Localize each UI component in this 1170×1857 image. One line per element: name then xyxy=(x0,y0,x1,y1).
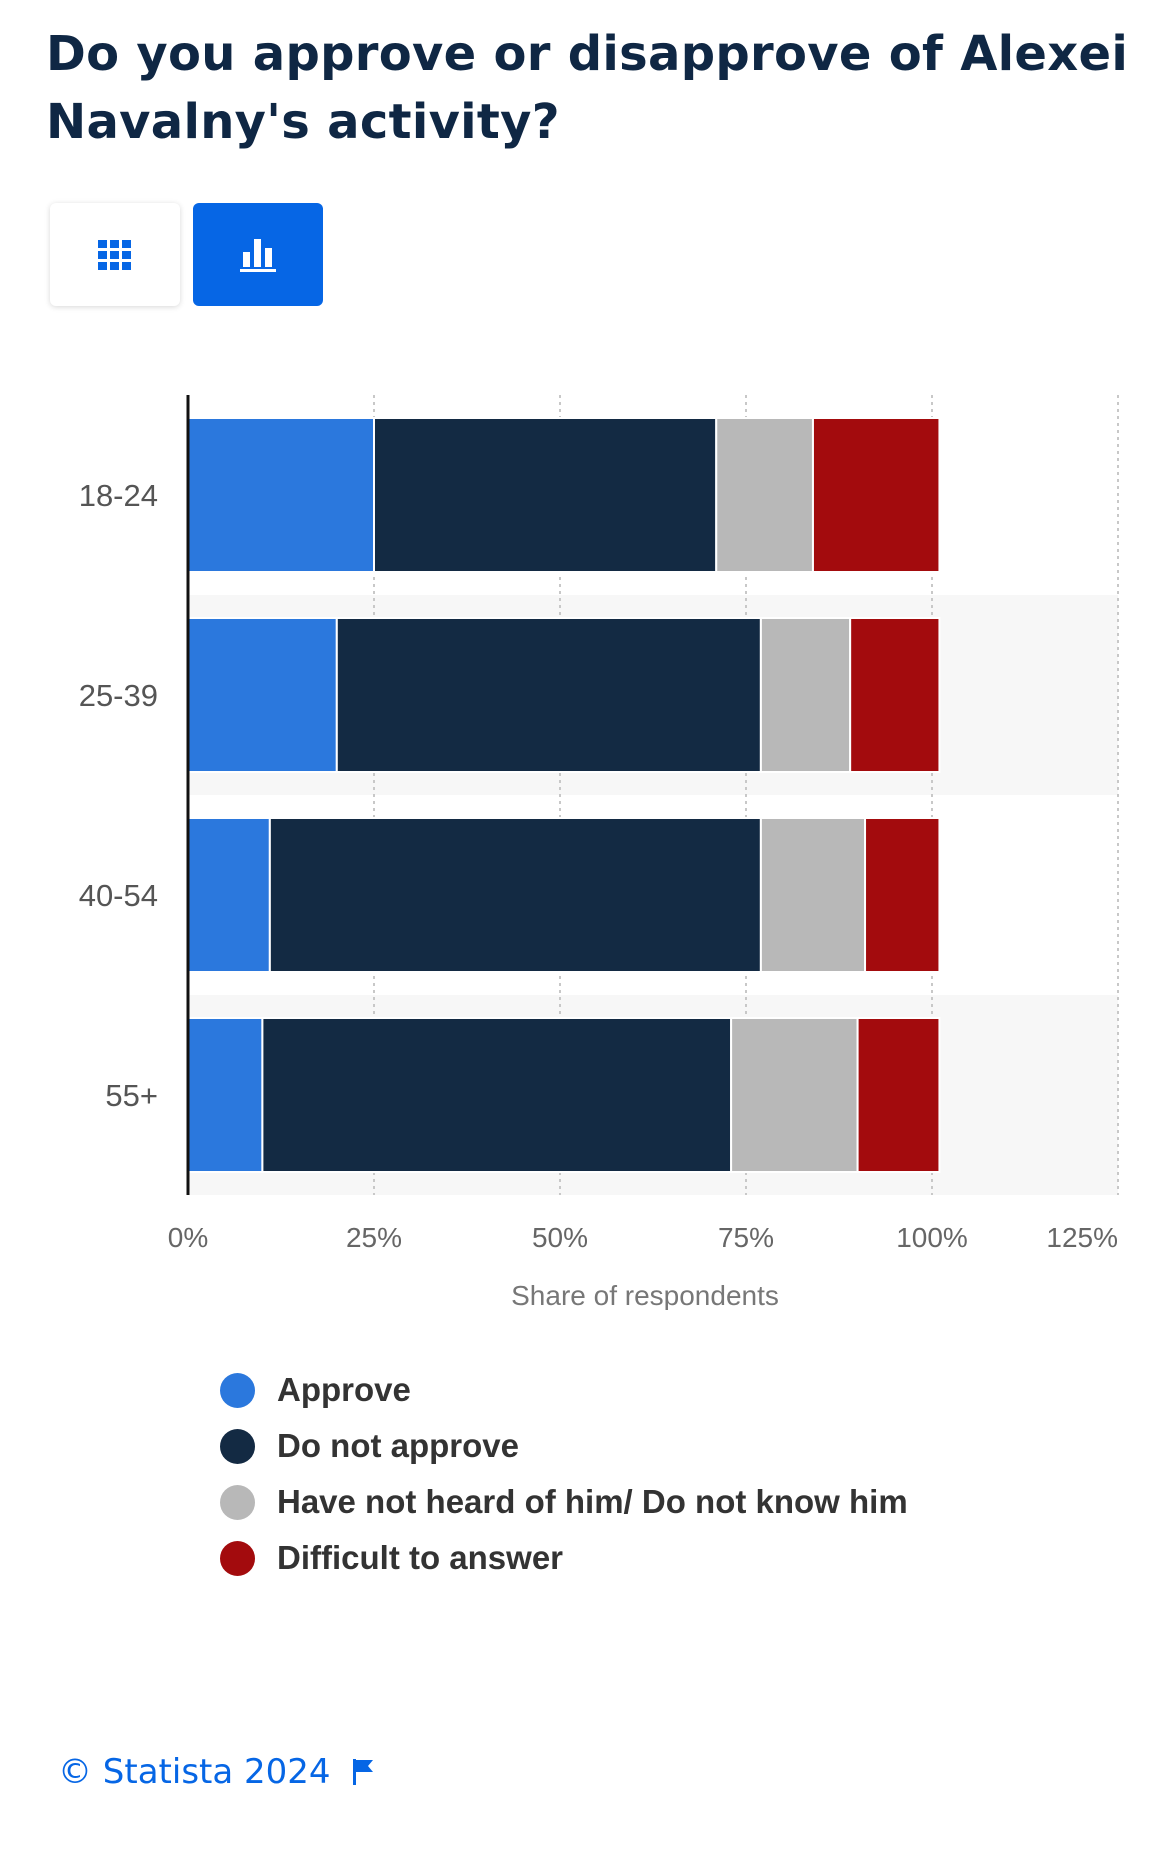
bar-chart-icon xyxy=(240,238,276,272)
bar-segment xyxy=(759,817,867,973)
legend-item-do-not-approve[interactable]: Do not approve xyxy=(220,1418,908,1474)
legend-item-not-heard[interactable]: Have not heard of him/ Do not know him xyxy=(220,1474,908,1530)
legend-item-difficult[interactable]: Difficult to answer xyxy=(220,1530,908,1586)
legend-label: Difficult to answer xyxy=(277,1539,564,1576)
chart-area: 18-24 25-39 40-54 55+ 0% 25% 50% 75% 100% 125% Sha… xyxy=(0,370,1170,1310)
bar-segment xyxy=(759,617,852,773)
stacked-bar-chart: 18-24 25-39 40-54 55+ 0% 25% 50% 75% 100% 125% Sha… xyxy=(79,395,1119,1310)
bar-segment xyxy=(261,1017,733,1173)
bar-segment xyxy=(187,417,375,573)
bar-segment xyxy=(373,417,718,573)
x-tick-label: 50% xyxy=(532,1222,588,1253)
grid-icon xyxy=(98,239,131,270)
x-tick-label: 75% xyxy=(718,1222,774,1253)
bar-segment xyxy=(849,617,941,773)
bar-segment xyxy=(187,1017,264,1173)
legend-item-approve[interactable]: Approve xyxy=(220,1362,908,1418)
legend-swatch-approve xyxy=(220,1372,255,1408)
legend-label: Have not heard of him/ Do not know him xyxy=(277,1483,908,1520)
bar-segment xyxy=(730,1017,859,1173)
category-label: 55+ xyxy=(105,1078,158,1113)
footer: © Statista 2024 xyxy=(58,1752,375,1792)
x-tick-label: 125% xyxy=(1046,1222,1118,1253)
legend-label: Do not approve xyxy=(277,1427,520,1464)
bar-segment xyxy=(268,817,762,973)
bar-segment xyxy=(856,1017,941,1173)
x-tick-label: 100% xyxy=(896,1222,968,1253)
x-tick-label: 25% xyxy=(346,1222,402,1253)
bar-segment xyxy=(811,417,941,573)
table-view-button[interactable] xyxy=(50,203,180,306)
flag-icon[interactable] xyxy=(352,1759,375,1785)
category-label: 25-39 xyxy=(79,678,158,713)
legend-swatch-do-not-approve xyxy=(220,1428,255,1464)
chart-title: Do you approve or disapprove of Alexei N… xyxy=(46,26,1129,150)
category-label: 18-24 xyxy=(79,478,158,513)
x-tick-label: 0% xyxy=(168,1222,208,1253)
bar-segment xyxy=(187,617,338,773)
bar-segment xyxy=(187,817,271,973)
legend-swatch-not-heard xyxy=(220,1484,255,1520)
legend-swatch-difficult xyxy=(220,1540,255,1576)
copyright-link[interactable]: © Statista 2024 xyxy=(58,1752,331,1792)
bar-segment xyxy=(715,417,814,573)
category-label: 40-54 xyxy=(79,878,158,913)
legend-label: Approve xyxy=(277,1371,411,1408)
x-axis-title: Share of respondents xyxy=(511,1280,779,1310)
legend: Approve Do not approve Have not heard of… xyxy=(220,1362,908,1586)
chart-view-button[interactable] xyxy=(193,203,323,306)
bar-segment xyxy=(864,817,941,973)
bar-segment xyxy=(335,617,762,773)
